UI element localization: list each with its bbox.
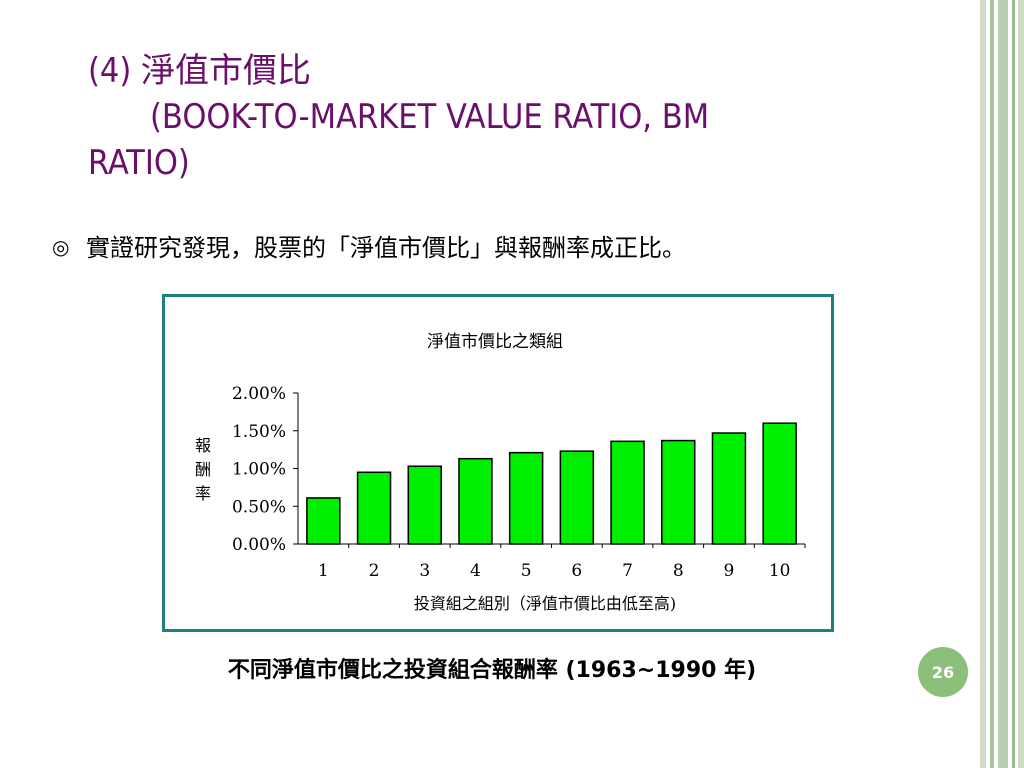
y-tick-label: 0.50% [232,497,286,517]
x-tick-label: 9 [724,561,735,581]
bar-group-8 [661,439,696,545]
page-number: 26 [931,662,955,682]
chart-frame: 淨值市價比之類組 報酬率 0.00% 0.50% 1.00% 1.50% 2.00% 1… [162,294,834,632]
slide-title: (4) 淨值市價比 (BOOK-TO-MARKET VALUE RATIO, B… [88,48,928,186]
x-tick-label: 2 [369,561,380,581]
title-line-2: (BOOK-TO-MARKET VALUE RATIO, BM [150,97,710,137]
caption-text: 不同淨值市價比之投資組合報酬率 (1963~1990 年) [227,658,757,683]
y-axis-label: 報酬率 [195,436,211,503]
bullet-icon: ◎ [52,235,70,259]
bar-group-1 [306,497,341,545]
title-line-1: (4) 淨值市價比 [88,51,312,91]
y-tick-label: 0.00% [232,535,286,555]
bar-group-9 [711,432,747,545]
bar-group-10 [762,422,797,545]
x-tick-label: 10 [769,561,791,581]
x-tick-label: 6 [571,561,582,581]
bar-group-4 [458,457,493,545]
x-tick-label: 8 [673,561,684,581]
x-tick-label: 5 [521,561,532,581]
bar-group-3 [407,465,442,545]
x-tick-label: 4 [470,561,481,581]
bullet-text: 實證研究發現，股票的「淨值市價比」與報酬率成正比。 [86,234,686,262]
chart-title: 淨值市價比之類組 [427,332,563,352]
x-tick-label: 3 [419,561,430,581]
chart-caption: 不同淨值市價比之投資組合報酬率 (1963~1990 年) [0,652,1024,684]
bar-group-5 [508,451,544,545]
y-tick-label: 1.50% [232,422,286,442]
bar-group-7 [610,440,645,545]
bar-chart: 淨值市價比之類組 報酬率 0.00% 0.50% 1.00% 1.50% 2.00% 1… [195,332,806,613]
title-line-3: RATIO) [88,143,190,183]
y-tick-label: 2.00% [232,384,286,404]
bar-group-2 [356,471,392,545]
bullet-point: ◎ 實證研究發現，股票的「淨值市價比」與報酬率成正比。 [52,228,686,263]
bar-group-6 [559,450,595,545]
x-axis-label: 投資組之組別（淨值市價比由低至高) [414,594,676,613]
side-stripes-decoration [980,0,1024,768]
page-number-badge: 26 [918,647,968,697]
x-tick-label: 7 [622,561,633,581]
x-tick-label: 1 [318,561,329,581]
y-tick-label: 1.00% [232,460,286,480]
